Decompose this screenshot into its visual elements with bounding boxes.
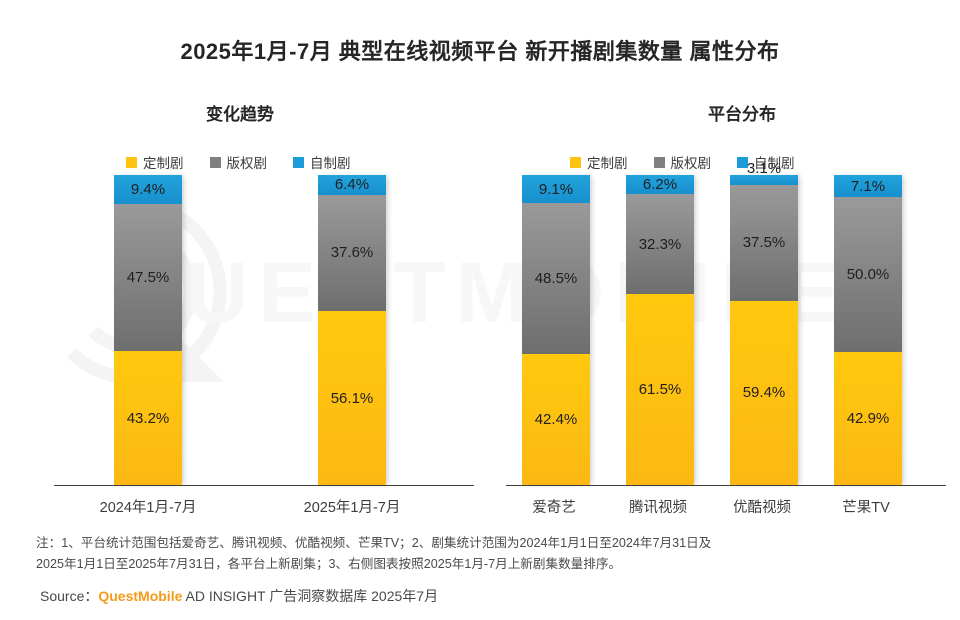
legend-label-license: 版权剧 bbox=[226, 156, 268, 171]
legend-label-self: 自制剧 bbox=[754, 156, 795, 171]
segment-label: 59.4% bbox=[742, 384, 786, 402]
bar-group-3: 7.1% 50.0% 42.9% bbox=[834, 175, 902, 485]
footnote-line-2: 2025年1月1日至2025年7月31日，各平台上新剧集；3、右侧图表按照202… bbox=[36, 556, 622, 571]
segment-custom[interactable]: 42.9% bbox=[834, 352, 902, 485]
panel-right-subtitle: 平台分布 bbox=[708, 105, 776, 124]
stacked-bar[interactable]: 9.4% 47.5% 43.2% bbox=[114, 174, 182, 485]
legend-item-self[interactable]: 自制剧 bbox=[737, 152, 795, 172]
plot-area-left: 9.4% 47.5% 43.2% 6.4% 37.6% 56.1% bbox=[36, 174, 496, 486]
stacked-bar[interactable]: 7.1% 50.0% 42.9% bbox=[834, 175, 902, 485]
footnotes: 注：1、平台统计范围包括爱奇艺、腾讯视频、优酷视频、芒果TV；2、剧集统计范围为… bbox=[36, 533, 924, 575]
plot-area-right: 9.1% 48.5% 42.4% 6.2% 32.3% 61.5% 3.1% 3… bbox=[500, 160, 960, 486]
source-prefix: Source： bbox=[40, 588, 99, 604]
footnote-line-1: 注：1、平台统计范围包括爱奇艺、腾讯视频、优酷视频、芒果TV；2、剧集统计范围为… bbox=[36, 536, 712, 550]
segment-label: 9.4% bbox=[130, 180, 166, 198]
legend-item-custom[interactable]: 定制剧 bbox=[570, 152, 628, 172]
legend-label-custom: 定制剧 bbox=[143, 156, 184, 171]
segment-custom[interactable]: 43.2% bbox=[114, 351, 182, 485]
x-axis-line-left bbox=[54, 484, 474, 486]
source-suffix: AD INSIGHT 广告洞察数据库 2025年7月 bbox=[182, 588, 439, 604]
x-axis-line-right bbox=[506, 484, 946, 486]
segment-license[interactable]: 37.5% bbox=[730, 184, 798, 301]
stacked-bar[interactable]: 6.2% 32.3% 61.5% bbox=[626, 175, 694, 485]
segment-label: 7.1% bbox=[850, 177, 886, 195]
legend-label-custom: 定制剧 bbox=[587, 156, 628, 171]
square-swatch-blue-icon bbox=[293, 156, 304, 168]
legend-item-license[interactable]: 版权剧 bbox=[209, 152, 268, 172]
square-swatch-yellow-icon bbox=[570, 156, 581, 168]
segment-label: 37.5% bbox=[742, 234, 786, 252]
bar-group-2: 3.1% 37.5% 59.4% bbox=[730, 160, 798, 485]
segment-custom[interactable]: 42.4% bbox=[522, 353, 590, 485]
bar-group-1: 6.2% 32.3% 61.5% bbox=[626, 175, 694, 485]
segment-custom[interactable]: 61.5% bbox=[626, 294, 694, 485]
legend-item-self[interactable]: 自制剧 bbox=[293, 152, 351, 172]
bar-group-1: 6.4% 37.6% 56.1% bbox=[318, 174, 386, 485]
segment-custom[interactable]: 56.1% bbox=[318, 311, 386, 485]
segment-self[interactable]: 7.1% bbox=[834, 175, 902, 197]
square-swatch-blue-icon bbox=[737, 156, 748, 168]
segment-license[interactable]: 47.5% bbox=[114, 203, 182, 352]
segment-self[interactable]: 6.4% bbox=[318, 174, 386, 195]
source-line: Source：QuestMobile AD INSIGHT 广告洞察数据库 20… bbox=[40, 586, 438, 606]
stacked-bar[interactable]: 9.1% 48.5% 42.4% bbox=[522, 175, 590, 485]
segment-license[interactable]: 48.5% bbox=[522, 203, 590, 354]
page-title: 2025年1月-7月 典型在线视频平台 新开播剧集数量 属性分布 bbox=[180, 39, 780, 64]
segment-self[interactable]: 3.1% bbox=[730, 160, 798, 185]
segment-label: 42.9% bbox=[846, 410, 890, 427]
legend-right: 定制剧 版权剧 自制剧 bbox=[570, 152, 795, 172]
segment-label: 3.1% bbox=[746, 160, 782, 178]
segment-custom[interactable]: 59.4% bbox=[730, 300, 798, 485]
square-swatch-yellow-icon bbox=[126, 156, 137, 168]
source-brand: QuestMobile bbox=[98, 588, 183, 604]
segment-label: 6.4% bbox=[334, 176, 370, 194]
segment-label: 56.1% bbox=[330, 389, 374, 407]
legend-label-license: 版权剧 bbox=[670, 156, 712, 171]
segment-self[interactable]: 9.4% bbox=[114, 174, 182, 204]
chart-panel-right: 平台分布 定制剧 版权剧 自制剧 9.1% 48.5% 42.4% 6.2% bbox=[500, 0, 960, 620]
category-label-2: 优酷视频 bbox=[733, 500, 791, 516]
panel-left-subtitle: 变化趋势 bbox=[206, 105, 274, 124]
chart-panel-left: 变化趋势 定制剧 版权剧 自制剧 9.4% 47.5% 43.2% 6.4% bbox=[36, 0, 496, 620]
segment-label: 6.2% bbox=[642, 176, 678, 194]
category-label-0: 爱奇艺 bbox=[532, 500, 576, 516]
legend-item-custom[interactable]: 定制剧 bbox=[126, 152, 184, 172]
legend-item-license[interactable]: 版权剧 bbox=[653, 152, 712, 172]
bar-group-0: 9.4% 47.5% 43.2% bbox=[114, 174, 182, 485]
legend-left: 定制剧 版权剧 自制剧 bbox=[126, 152, 351, 172]
square-swatch-gray-icon bbox=[653, 156, 665, 168]
stacked-bar[interactable]: 3.1% 37.5% 59.4% bbox=[730, 160, 798, 485]
segment-label: 42.4% bbox=[534, 410, 578, 428]
square-swatch-gray-icon bbox=[209, 156, 221, 168]
category-label-0: 2024年1月-7月 bbox=[99, 500, 197, 516]
segment-label: 9.1% bbox=[538, 180, 574, 198]
segment-license[interactable]: 50.0% bbox=[834, 197, 902, 352]
segment-label: 48.5% bbox=[534, 269, 578, 287]
segment-license[interactable]: 32.3% bbox=[626, 194, 694, 295]
segment-label: 50.0% bbox=[846, 266, 890, 283]
segment-license[interactable]: 37.6% bbox=[318, 194, 386, 312]
category-label-1: 腾讯视频 bbox=[629, 500, 687, 516]
segment-label: 47.5% bbox=[126, 268, 170, 286]
stacked-bar[interactable]: 6.4% 37.6% 56.1% bbox=[318, 174, 386, 485]
category-label-3: 芒果TV bbox=[842, 500, 890, 516]
segment-label: 32.3% bbox=[638, 235, 682, 253]
segment-label: 43.2% bbox=[126, 409, 170, 427]
segment-self[interactable]: 9.1% bbox=[522, 175, 590, 204]
legend-label-self: 自制剧 bbox=[310, 156, 351, 171]
bar-group-0: 9.1% 48.5% 42.4% bbox=[522, 175, 590, 485]
segment-label: 61.5% bbox=[638, 381, 682, 399]
category-label-1: 2025年1月-7月 bbox=[303, 500, 401, 516]
segment-self[interactable]: 6.2% bbox=[626, 175, 694, 195]
segment-label: 37.6% bbox=[330, 244, 374, 262]
